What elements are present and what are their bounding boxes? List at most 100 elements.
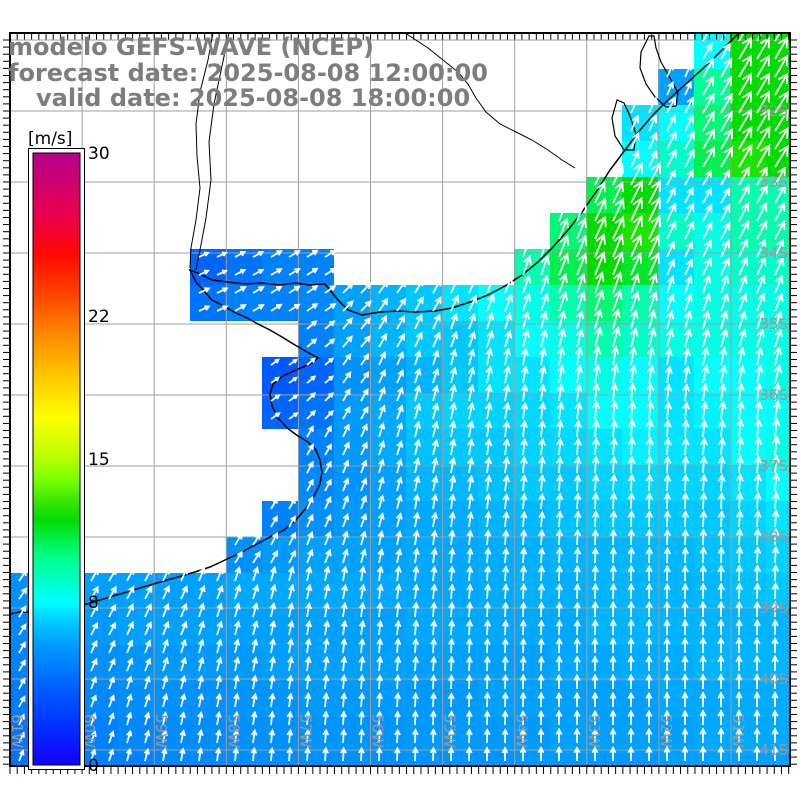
wind-arrow: [378, 440, 386, 456]
wind-arrow: [447, 673, 455, 690]
wind-arrow: [591, 691, 599, 707]
wind-arrow: [467, 401, 475, 420]
wind-arrow: [684, 130, 695, 150]
wind-arrow: [432, 296, 442, 312]
lagoon-outline: [639, 35, 679, 108]
wind-arrow: [756, 274, 766, 294]
wind-arrow: [252, 550, 261, 564]
wind-arrow: [234, 268, 247, 276]
wind-arrow: [591, 564, 599, 582]
wind-arrow: [774, 127, 789, 150]
wind-speed-cell: [334, 753, 370, 766]
wind-arrow: [484, 438, 493, 456]
wind-arrow: [738, 256, 749, 276]
wind-arrow: [450, 312, 459, 330]
wind-arrow: [538, 347, 547, 366]
wind-arrow: [774, 109, 789, 132]
wind-arrow: [341, 583, 349, 600]
wind-arrow: [573, 582, 581, 600]
wind-arrow: [324, 338, 336, 348]
wind-arrow: [592, 363, 602, 384]
wind-speed-cell: [730, 645, 766, 681]
wind-arrow: [412, 637, 420, 654]
wind-arrow: [519, 655, 527, 672]
wind-arrow: [486, 329, 495, 348]
lat-label: 34S: [759, 244, 788, 262]
wind-arrow: [645, 618, 653, 636]
wind-arrow: [664, 365, 673, 384]
wind-arrow: [756, 184, 768, 204]
wind-arrow: [663, 637, 671, 653]
wind-arrow: [555, 637, 563, 654]
wind-arrow: [645, 400, 655, 420]
colorbar-gradient-bar: [32, 152, 81, 766]
wind-arrow: [484, 583, 492, 600]
wind-arrow: [557, 327, 567, 348]
wind-arrow: [483, 601, 492, 618]
wind-arrow: [324, 320, 336, 330]
wind-speed-cell: [730, 681, 766, 717]
wind-speed-cell: [766, 717, 790, 753]
wind-arrow: [144, 639, 152, 654]
wind-arrow: [682, 401, 691, 420]
wind-arrow: [720, 110, 733, 132]
wind-arrow: [663, 419, 672, 438]
wind-arrow: [753, 691, 761, 707]
wind-arrow: [180, 585, 188, 600]
wind-arrow: [251, 674, 258, 690]
wind-arrow: [306, 249, 319, 258]
wind-arrow: [342, 353, 352, 366]
wind-arrow: [520, 383, 529, 402]
wind-arrow: [483, 619, 492, 636]
wind-arrow: [376, 601, 384, 618]
wind-arrow: [413, 457, 421, 474]
wind-arrow: [378, 422, 386, 438]
wind-arrow: [324, 284, 337, 294]
wind-arrow: [502, 510, 510, 528]
wind-arrow: [753, 418, 763, 438]
wind-arrow: [735, 491, 744, 510]
wind-arrow: [466, 565, 474, 582]
wind-arrow: [630, 179, 644, 204]
wind-arrow: [540, 254, 550, 276]
wind-arrow: [756, 238, 767, 258]
wind-arrow: [126, 621, 134, 636]
wind-arrow: [609, 564, 617, 582]
wind-arrow: [591, 400, 601, 420]
wind-arrow: [719, 364, 728, 384]
wind-arrow: [573, 601, 581, 618]
wind-arrow: [449, 401, 457, 420]
wind-arrow: [432, 367, 440, 384]
wind-arrow: [753, 582, 762, 600]
wind-speed-cell: [586, 573, 622, 609]
wind-arrow: [591, 455, 600, 474]
wind-arrow: [609, 382, 619, 402]
wind-arrow: [591, 528, 599, 546]
wind-arrow: [467, 383, 475, 402]
wind-arrow: [738, 108, 752, 132]
wind-arrow: [304, 692, 312, 708]
wind-arrow: [396, 369, 404, 384]
wind-speed-cell: [370, 537, 406, 573]
wind-arrow: [540, 236, 550, 258]
wind-speed-cell: [514, 393, 550, 429]
wind-arrow: [520, 492, 528, 510]
wind-arrow: [503, 347, 512, 366]
wind-arrow: [342, 335, 353, 348]
wind-arrow: [465, 673, 473, 690]
wind-arrow: [465, 637, 473, 654]
wind-arrow: [630, 252, 643, 276]
wind-arrow: [252, 268, 265, 276]
wind-speed-cell: [298, 753, 334, 766]
wind-speed-cell: [442, 537, 478, 573]
wind-arrow: [306, 375, 317, 384]
wind-arrow: [466, 583, 474, 600]
wind-arrow: [771, 636, 779, 653]
wind-arrow: [305, 619, 312, 636]
wind-arrow: [216, 269, 228, 276]
wind-arrow: [270, 497, 278, 510]
wind-arrow: [681, 600, 689, 617]
wind-arrow: [430, 655, 438, 672]
wind-arrow: [735, 436, 745, 456]
wind-arrow: [627, 491, 636, 510]
